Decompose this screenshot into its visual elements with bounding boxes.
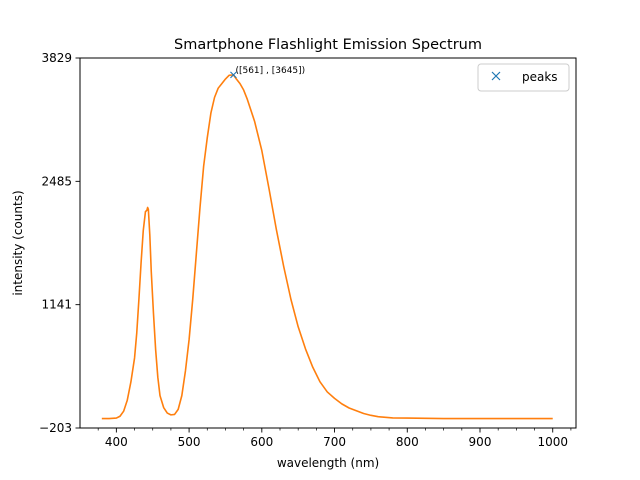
x-tick-label: 700 (323, 435, 346, 449)
y-tick-label: 2485 (41, 174, 72, 188)
legend-peaks-marker (491, 71, 501, 81)
x-axis: 400 500 600 700 800 900 1000 (97, 428, 572, 449)
x-tick-label: 800 (396, 435, 419, 449)
legend-peaks-label: peaks (522, 70, 558, 84)
y-axis: −203 1141 2485 3829 (39, 51, 80, 435)
x-axis-label: wavelength (nm) (277, 456, 379, 470)
y-tick-label: 3829 (41, 51, 72, 65)
x-tick-label: 500 (178, 435, 201, 449)
plot-frame (79, 57, 577, 429)
peak-marker (230, 71, 237, 79)
series-line-0 (101, 74, 553, 420)
x-tick-label: 600 (250, 435, 273, 449)
y-axis-label: intensity (counts) (11, 190, 25, 295)
x-tick-label: 900 (469, 435, 492, 449)
legend-x-marker (491, 71, 501, 81)
y-tick-label: 1141 (41, 298, 72, 312)
y-tick-label: −203 (39, 421, 72, 435)
peak-layer: ([561] , [3645]) (230, 66, 305, 79)
x-tick-label: 1000 (537, 435, 568, 449)
x-tick-label: 400 (105, 435, 128, 449)
legend-box (477, 63, 570, 92)
series-layer (101, 74, 553, 420)
legend: peaks (477, 63, 570, 92)
plot-area (79, 57, 577, 429)
chart-title: Smartphone Flashlight Emission Spectrum (174, 37, 482, 53)
peak-annotation: ([561] , [3645]) (235, 66, 305, 76)
